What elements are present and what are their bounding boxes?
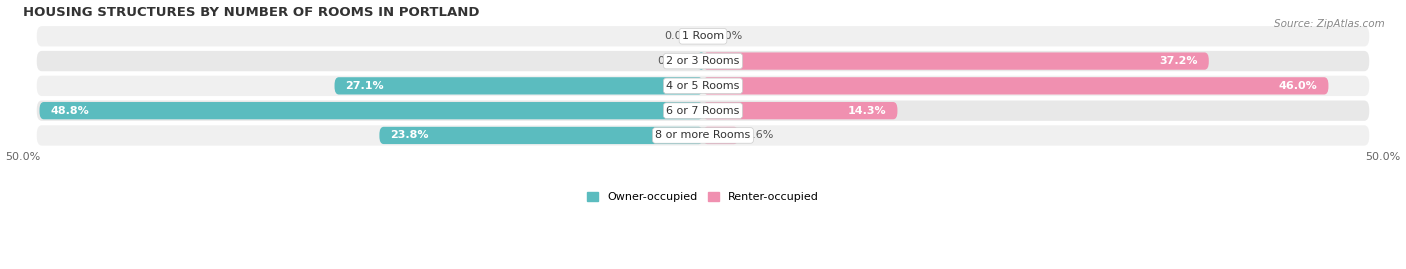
Text: 4 or 5 Rooms: 4 or 5 Rooms xyxy=(666,81,740,91)
Text: 37.2%: 37.2% xyxy=(1160,56,1198,66)
FancyBboxPatch shape xyxy=(703,52,1209,70)
FancyBboxPatch shape xyxy=(37,125,1369,146)
Text: 0.26%: 0.26% xyxy=(657,56,693,66)
FancyBboxPatch shape xyxy=(37,76,1369,96)
Text: 2.6%: 2.6% xyxy=(745,130,773,140)
Text: 1 Room: 1 Room xyxy=(682,31,724,41)
Text: 27.1%: 27.1% xyxy=(346,81,384,91)
FancyBboxPatch shape xyxy=(37,101,1369,121)
Text: 23.8%: 23.8% xyxy=(391,130,429,140)
Text: HOUSING STRUCTURES BY NUMBER OF ROOMS IN PORTLAND: HOUSING STRUCTURES BY NUMBER OF ROOMS IN… xyxy=(22,6,479,19)
Text: 6 or 7 Rooms: 6 or 7 Rooms xyxy=(666,106,740,116)
FancyBboxPatch shape xyxy=(37,51,1369,71)
FancyBboxPatch shape xyxy=(699,52,704,70)
FancyBboxPatch shape xyxy=(703,127,738,144)
Text: 0.0%: 0.0% xyxy=(714,31,742,41)
FancyBboxPatch shape xyxy=(703,102,897,119)
Text: Source: ZipAtlas.com: Source: ZipAtlas.com xyxy=(1274,19,1385,29)
FancyBboxPatch shape xyxy=(703,77,1329,94)
Text: 8 or more Rooms: 8 or more Rooms xyxy=(655,130,751,140)
FancyBboxPatch shape xyxy=(335,77,703,94)
Text: 14.3%: 14.3% xyxy=(848,106,887,116)
Text: 0.0%: 0.0% xyxy=(664,31,692,41)
FancyBboxPatch shape xyxy=(39,102,703,119)
Text: 48.8%: 48.8% xyxy=(51,106,89,116)
Text: 46.0%: 46.0% xyxy=(1279,81,1317,91)
FancyBboxPatch shape xyxy=(380,127,703,144)
FancyBboxPatch shape xyxy=(37,26,1369,47)
Legend: Owner-occupied, Renter-occupied: Owner-occupied, Renter-occupied xyxy=(582,188,824,207)
Text: 2 or 3 Rooms: 2 or 3 Rooms xyxy=(666,56,740,66)
